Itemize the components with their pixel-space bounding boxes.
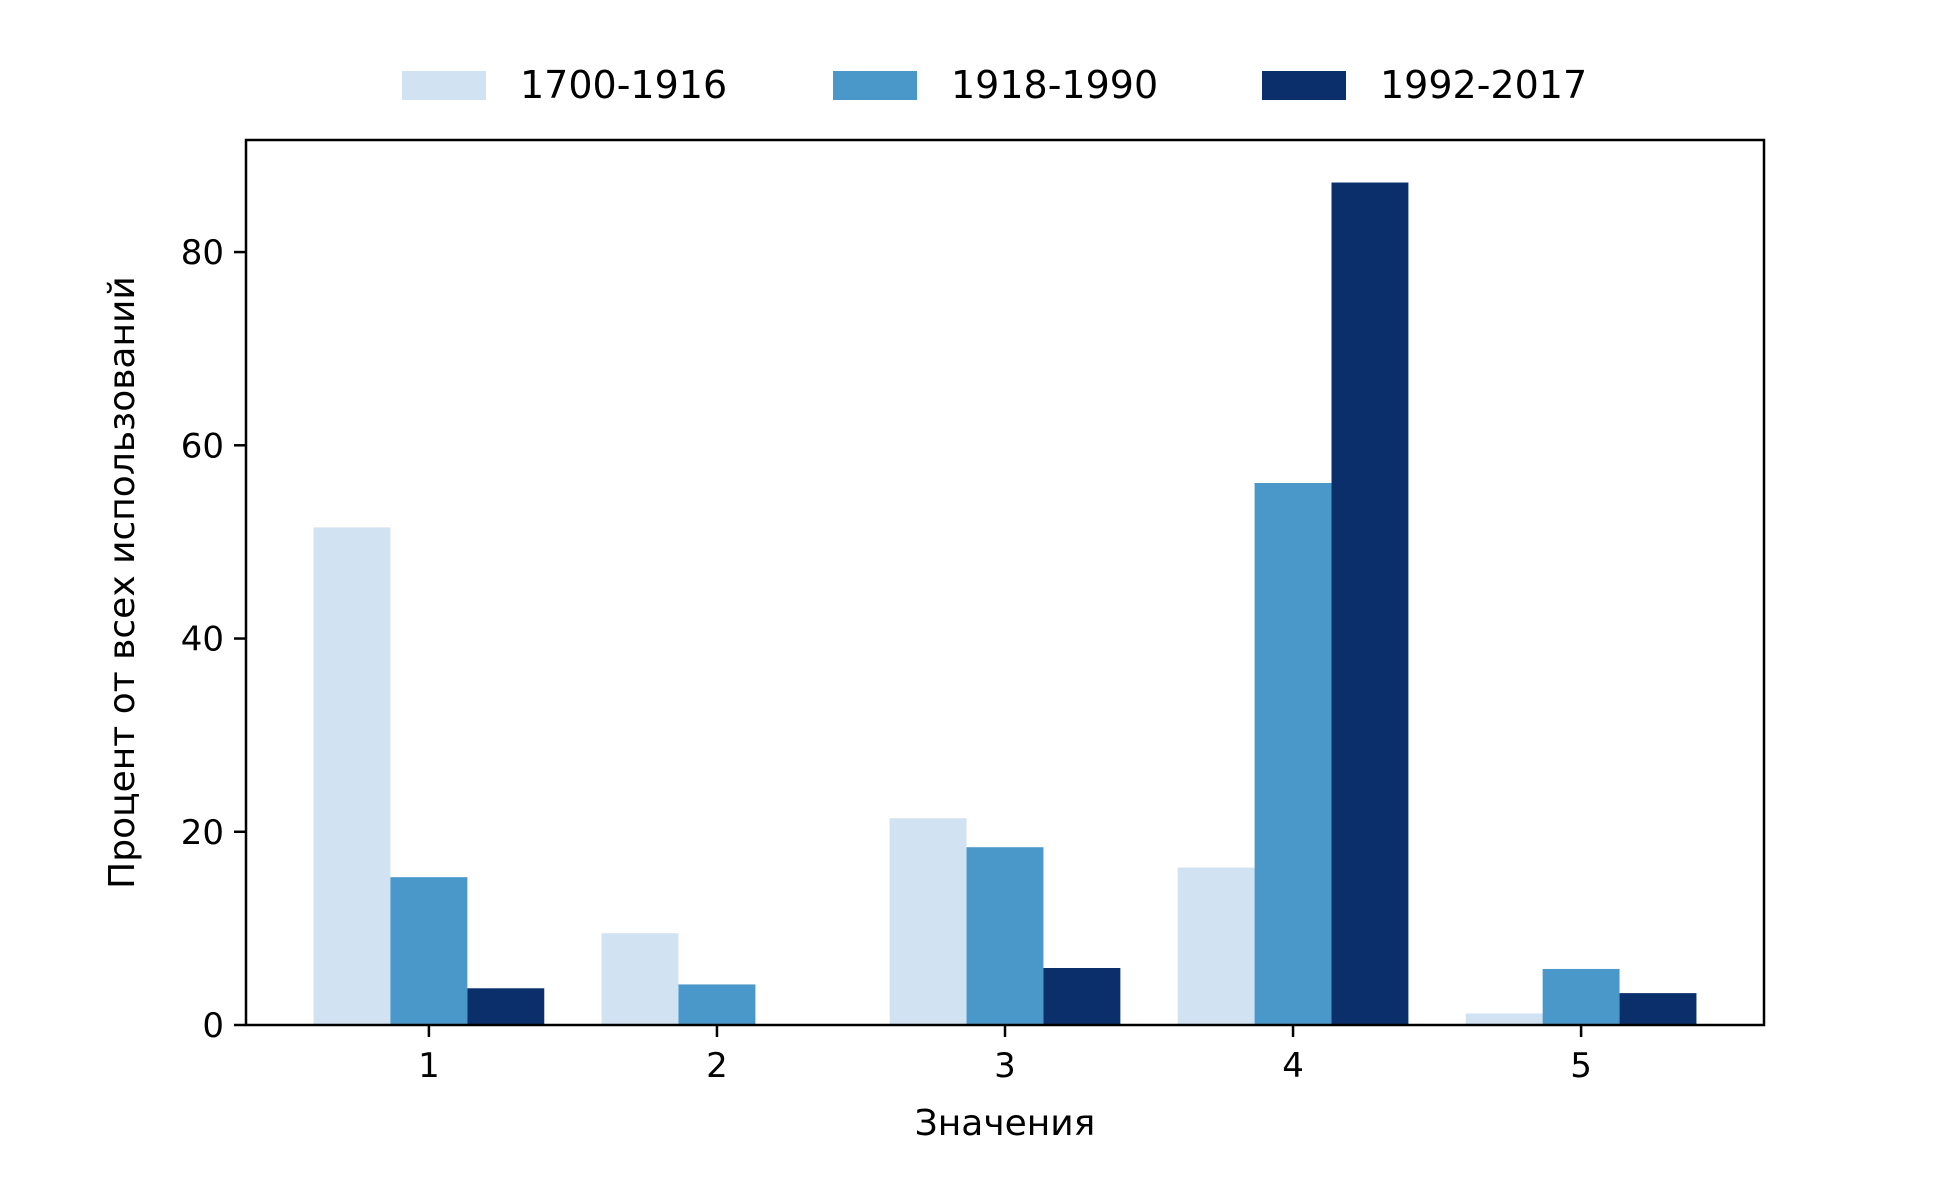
y-axis-label: Процент от всех использований — [102, 276, 143, 889]
bar-1700-1916-1 — [313, 527, 391, 1025]
y-tick-label: 0 — [202, 1006, 224, 1046]
x-axis: 1 2 3 4 5 — [418, 1025, 1592, 1086]
legend-label: 1700-1916 — [520, 63, 727, 107]
bar-1918-1990-2 — [678, 984, 756, 1025]
bar-1700-1916-4 — [1177, 867, 1255, 1025]
bar-1700-1916-5 — [1465, 1013, 1543, 1025]
x-tick-label: 5 — [1570, 1046, 1592, 1086]
y-axis: 0 20 40 60 80 — [181, 233, 246, 1046]
bar-1700-1916-3 — [889, 818, 967, 1025]
legend-label: 1992-2017 — [1380, 63, 1587, 107]
bar-1992-2017-3 — [1043, 967, 1121, 1025]
bar-1700-1916-2 — [601, 933, 679, 1025]
x-tick-label: 1 — [418, 1046, 440, 1086]
legend-swatch-1918-1990 — [833, 71, 917, 100]
y-tick-label: 60 — [181, 426, 224, 466]
bars-group — [313, 182, 1697, 1025]
legend-label: 1918-1990 — [951, 63, 1158, 107]
bar-1918-1990-5 — [1542, 968, 1620, 1025]
legend-swatch-1992-2017 — [1262, 71, 1346, 100]
y-tick-label: 80 — [181, 233, 224, 273]
y-tick-label: 20 — [181, 813, 224, 853]
bar-1918-1990-1 — [390, 877, 468, 1025]
x-tick-label: 4 — [1282, 1046, 1304, 1086]
bar-1918-1990-4 — [1254, 482, 1332, 1025]
bar-1992-2017-5 — [1619, 993, 1697, 1025]
bar-1992-2017-4 — [1331, 182, 1409, 1025]
x-tick-label: 3 — [994, 1046, 1016, 1086]
x-tick-label: 2 — [706, 1046, 728, 1086]
x-axis-label: Значения — [915, 1103, 1096, 1144]
legend: 1700-1916 1918-1990 1992-2017 — [402, 63, 1587, 107]
y-tick-label: 40 — [181, 620, 224, 660]
bar-1918-1990-3 — [966, 847, 1044, 1025]
legend-swatch-1700-1916 — [402, 71, 486, 100]
bar-1992-2017-1 — [467, 988, 545, 1025]
